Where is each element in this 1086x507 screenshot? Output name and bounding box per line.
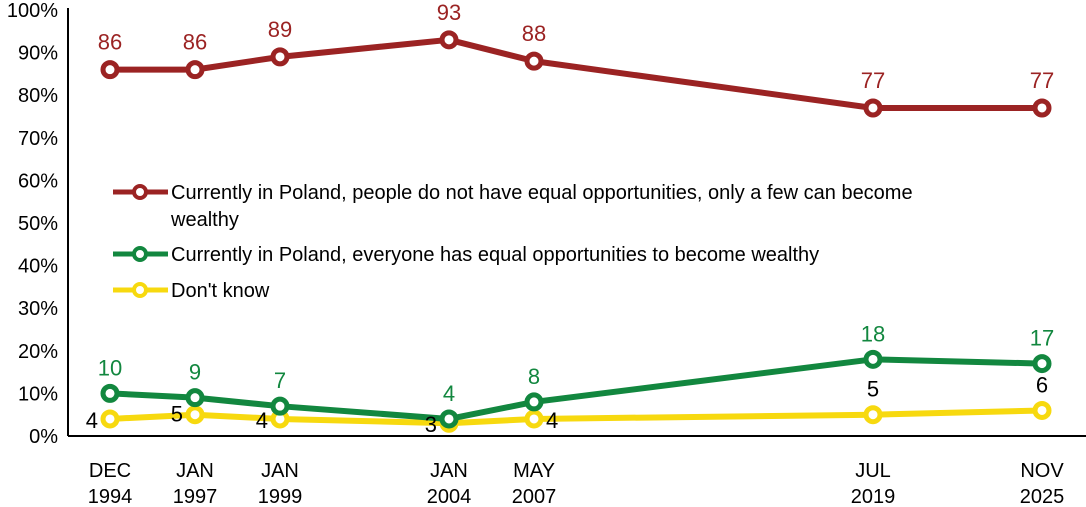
- data-label: 18: [861, 321, 885, 346]
- x-tick-label: MAY: [513, 460, 555, 482]
- x-tick-label: 1997: [173, 486, 218, 507]
- data-point-marker: [439, 30, 459, 50]
- data-point-marker: [1032, 354, 1052, 374]
- legend-marker-icon: [132, 246, 148, 262]
- data-label: 6: [1036, 372, 1048, 397]
- legend-label: Don't know: [171, 280, 270, 302]
- y-tick-label: 40%: [18, 256, 58, 278]
- data-point-marker: [439, 409, 459, 429]
- x-tick-label: 2007: [512, 486, 557, 507]
- x-tick-label: 2004: [427, 486, 472, 507]
- data-point-marker: [863, 349, 883, 369]
- data-label: 89: [268, 17, 292, 42]
- legend-label: wealthy: [170, 209, 239, 231]
- data-label: 5: [171, 402, 183, 427]
- data-label: 86: [98, 30, 122, 55]
- data-label: 4: [86, 408, 98, 433]
- legend-item-0: Currently in Poland, people do not have …: [113, 182, 913, 231]
- series-line: [109, 356, 1043, 422]
- data-label: 3: [425, 412, 437, 437]
- data-point-marker: [863, 405, 883, 425]
- data-point-marker: [100, 409, 120, 429]
- series-1: [100, 349, 1052, 429]
- y-tick-label: 90%: [18, 43, 58, 65]
- y-tick-label: 50%: [18, 213, 58, 235]
- legend-label: Currently in Poland, everyone has equal …: [171, 244, 819, 266]
- series-2: [100, 400, 1052, 433]
- y-tick-label: 100%: [7, 0, 58, 22]
- data-label: 88: [522, 21, 546, 46]
- y-tick-label: 0%: [29, 426, 58, 448]
- data-label: 7: [274, 368, 286, 393]
- x-tick-label: 1994: [88, 486, 133, 507]
- x-tick-label: 2019: [851, 486, 896, 507]
- series-line: [110, 36, 1042, 111]
- legend-marker-icon: [132, 184, 148, 200]
- x-tick-label: DEC: [89, 460, 131, 482]
- data-point-marker: [863, 98, 883, 118]
- y-tick-label: 10%: [18, 383, 58, 405]
- series-0: [100, 30, 1052, 118]
- x-tick-label: 1999: [258, 486, 303, 507]
- data-label: 5: [867, 377, 879, 402]
- x-tick-label: NOV: [1020, 460, 1064, 482]
- data-point-marker: [1032, 98, 1052, 118]
- data-point-marker: [524, 392, 544, 412]
- data-point-marker: [100, 60, 120, 80]
- data-point-marker: [270, 396, 290, 416]
- data-label: 17: [1030, 326, 1054, 351]
- data-point-marker: [524, 409, 544, 429]
- data-label: 9: [189, 360, 201, 385]
- y-tick-label: 30%: [18, 298, 58, 320]
- y-tick-label: 80%: [18, 85, 58, 107]
- data-label: 8: [528, 364, 540, 389]
- y-tick-label: 20%: [18, 341, 58, 363]
- data-label: 4: [546, 408, 558, 433]
- data-point-marker: [1032, 400, 1052, 420]
- legend: Currently in Poland, people do not have …: [113, 182, 913, 302]
- x-tick-label: JAN: [430, 460, 468, 482]
- data-label: 77: [861, 68, 885, 93]
- data-point-marker: [185, 405, 205, 425]
- legend-item-2: Don't know: [113, 280, 270, 302]
- data-label: 4: [443, 381, 455, 406]
- data-label: 10: [98, 355, 122, 380]
- data-label: 4: [256, 408, 268, 433]
- x-tick-label: JAN: [261, 460, 299, 482]
- data-label: 93: [437, 0, 461, 25]
- data-point-marker: [524, 51, 544, 71]
- y-axis: 0% 10% 20% 30% 40% 50% 60% 70% 80% 90% 100%: [7, 0, 69, 448]
- x-tick-label: 2025: [1020, 486, 1065, 507]
- y-tick-label: 60%: [18, 170, 58, 192]
- data-point-marker: [270, 47, 290, 67]
- legend-label: Currently in Poland, people do not have …: [171, 182, 913, 204]
- x-tick-label: JUL: [855, 460, 891, 482]
- data-point-marker: [100, 383, 120, 403]
- legend-marker-icon: [132, 282, 148, 298]
- data-point-marker: [185, 388, 205, 408]
- data-label: 86: [183, 30, 207, 55]
- legend-item-1: Currently in Poland, everyone has equal …: [113, 244, 819, 266]
- x-axis: DEC 1994 JAN 1997 JAN 1999 JAN 2004 MAY 2007 JUL 20…: [68, 435, 1086, 507]
- y-tick-label: 70%: [18, 128, 58, 150]
- data-label: 77: [1030, 68, 1054, 93]
- series-line: [109, 407, 1043, 427]
- x-tick-label: JAN: [176, 460, 214, 482]
- data-point-marker: [185, 60, 205, 80]
